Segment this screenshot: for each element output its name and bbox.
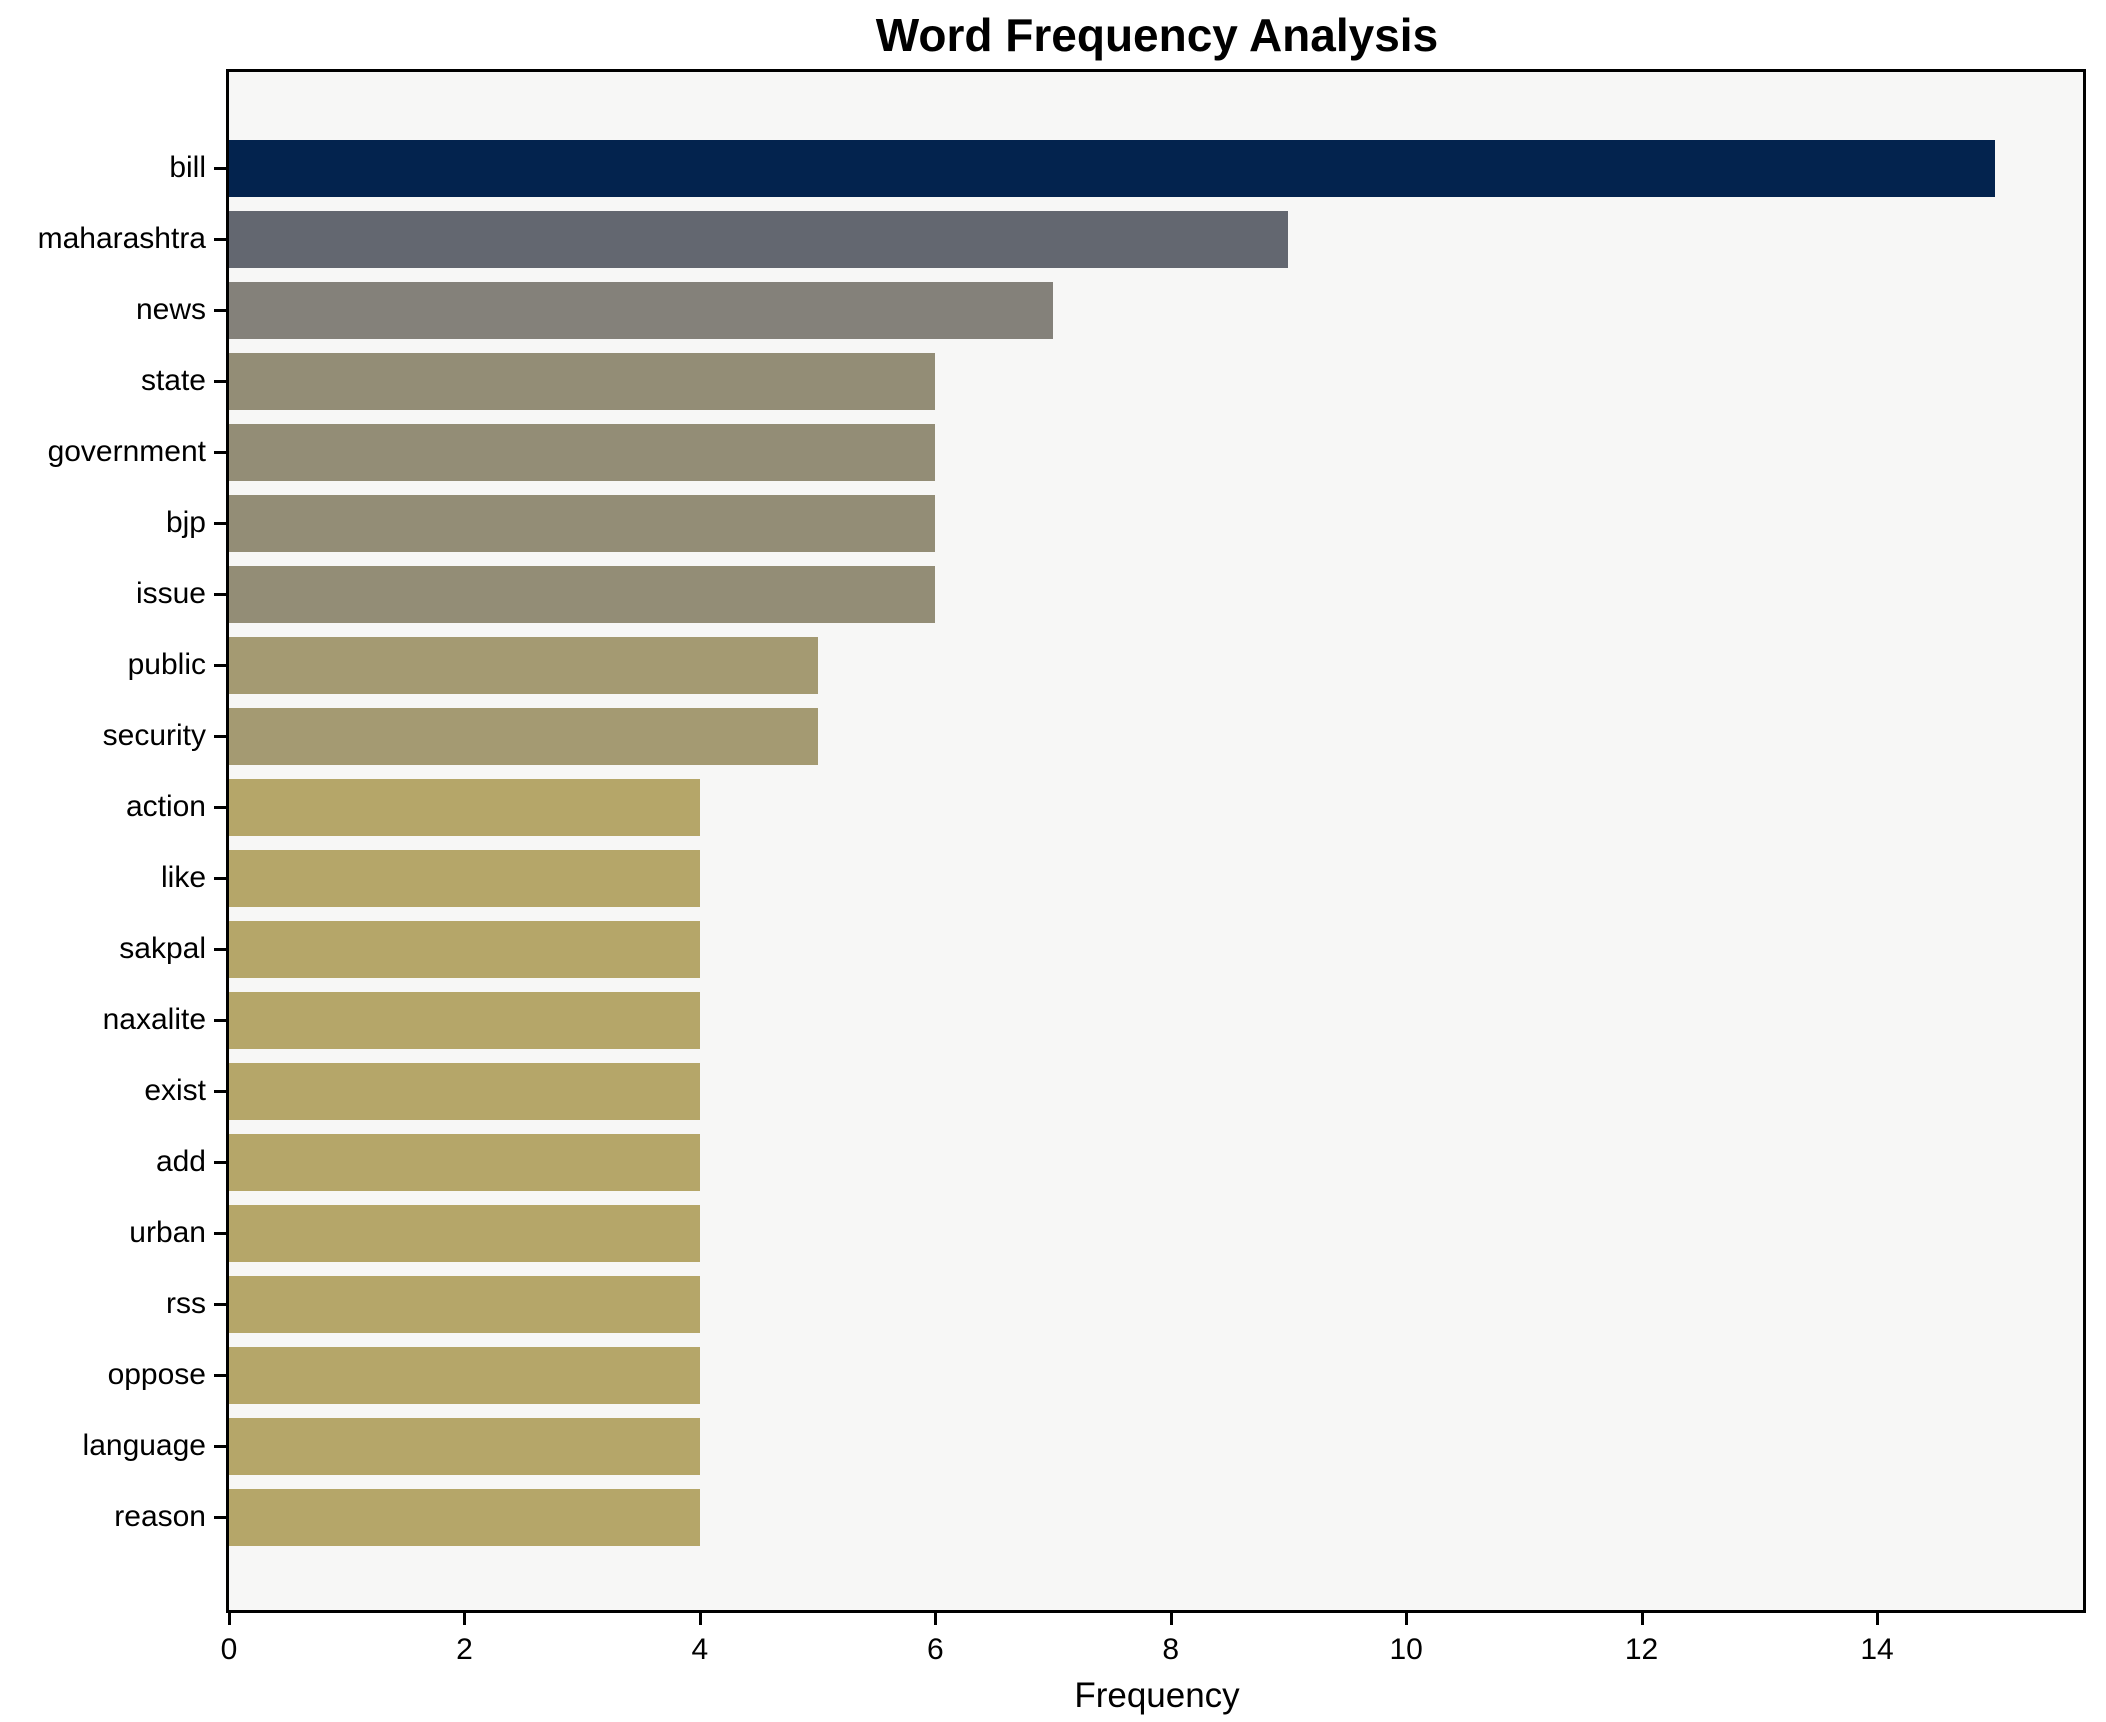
bar-state [229,352,935,410]
ytick-label-government: government [47,435,206,468]
ytick-label-maharashtra: maharashtra [37,222,206,255]
ytick-label-news: news [135,293,206,326]
ytick-mark [214,1516,226,1519]
xtick-label-10: 10 [1389,1633,1423,1666]
xtick-label-8: 8 [1162,1633,1180,1666]
ytick-label-issue: issue [135,577,206,610]
xtick-mark-6 [934,1613,938,1625]
ytick-mark [214,1232,226,1235]
ytick-label-add: add [155,1145,206,1178]
ytick-mark [214,1161,226,1164]
bar-oppose [229,1346,700,1404]
bar-like [229,849,700,907]
ytick-mark [214,522,226,525]
ytick-mark [214,877,226,880]
ytick-label-action: action [125,790,206,823]
ytick-mark [214,1374,226,1377]
ytick-label-security: security [102,719,206,752]
bar-public [229,636,818,694]
x-axis-label: Frequency [1074,1676,1240,1715]
bar-maharashtra [229,210,1288,268]
xtick-label-2: 2 [456,1633,473,1666]
chart-title: Word Frequency Analysis [875,9,1439,61]
bar-bjp [229,494,935,552]
ytick-mark [214,451,226,454]
ytick-label-like: like [160,861,206,894]
ytick-label-public: public [127,648,206,681]
ytick-mark [214,1445,226,1448]
ytick-mark [214,167,226,170]
bar-action [229,778,700,836]
ytick-mark [214,735,226,738]
xtick-label-4: 4 [691,1633,709,1666]
ytick-label-exist: exist [144,1074,206,1107]
ytick-mark [214,1303,226,1306]
xtick-mark-8 [1169,1613,1173,1625]
ytick-mark [214,309,226,312]
bar-security [229,707,818,765]
bar-bill [229,139,1995,197]
bar-government [229,423,935,481]
ytick-label-sakpal: sakpal [119,932,206,965]
ytick-mark [214,1090,226,1093]
xtick-mark-10 [1405,1613,1409,1625]
ytick-mark [214,380,226,383]
bar-add [229,1133,700,1191]
bar-naxalite [229,991,700,1049]
bar-rss [229,1275,700,1333]
xtick-mark-12 [1640,1613,1644,1625]
ytick-label-bill: bill [169,151,206,184]
ytick-label-rss: rss [166,1287,206,1320]
ytick-label-naxalite: naxalite [102,1003,206,1036]
ytick-label-reason: reason [114,1500,206,1533]
bar-exist [229,1062,700,1120]
ytick-label-bjp: bjp [165,506,206,539]
ytick-mark [214,238,226,241]
xtick-label-12: 12 [1624,1633,1659,1666]
xtick-label-0: 0 [220,1633,238,1666]
ytick-mark [214,948,226,951]
bar-sakpal [229,920,700,978]
ytick-label-language: language [82,1429,206,1462]
ytick-label-urban: urban [129,1216,206,1249]
ytick-label-state: state [140,364,206,397]
xtick-mark-0 [228,1613,231,1625]
bar-urban [229,1204,700,1262]
ytick-mark [214,593,226,596]
xtick-label-6: 6 [926,1633,944,1666]
ytick-mark [214,664,226,667]
plot-area [226,69,2086,1613]
xtick-mark-4 [698,1613,702,1625]
bar-language [229,1417,700,1475]
bar-issue [229,565,935,623]
bar-news [229,281,1053,339]
xtick-label-14: 14 [1860,1633,1894,1666]
ytick-mark [214,806,226,809]
ytick-mark [214,1019,226,1022]
xtick-mark-14 [1876,1613,1879,1625]
xtick-mark-2 [463,1613,467,1625]
bar-reason [229,1488,700,1546]
ytick-label-oppose: oppose [107,1358,206,1391]
